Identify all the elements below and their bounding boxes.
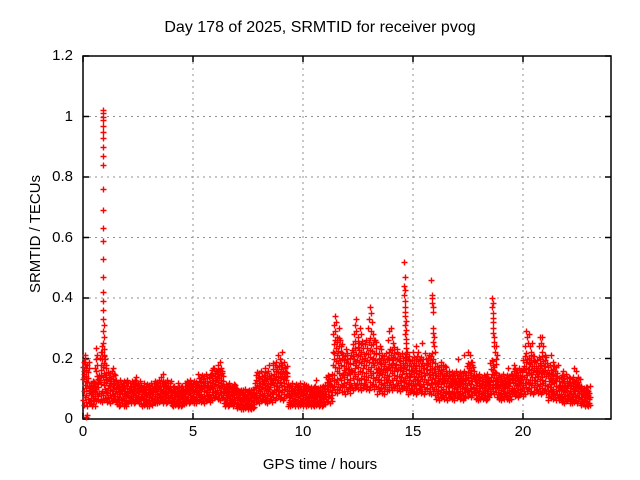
plot-border [82, 55, 612, 420]
data-points [80, 107, 594, 421]
x-tick-label: 5 [188, 423, 198, 440]
y-tick-label: 0.8 [52, 168, 73, 185]
chart-title: Day 178 of 2025, SRMTID for receiver pvo… [164, 19, 476, 36]
x-tick-label: 15 [404, 423, 422, 440]
x-tick-label: 0 [78, 423, 88, 440]
y-tick-label: 1 [64, 107, 73, 125]
y-tick-label: 1.2 [52, 47, 73, 64]
y-tick-label: 0.6 [52, 228, 73, 246]
y-tick-label: 0.4 [52, 289, 73, 306]
x-tick-label: 20 [514, 423, 532, 440]
x-tick-label: 10 [294, 423, 312, 440]
x-axis-label: GPS time / hours [262, 456, 378, 473]
y-tick-label: 0.2 [52, 349, 73, 367]
y-tick-label: 0 [64, 410, 73, 427]
